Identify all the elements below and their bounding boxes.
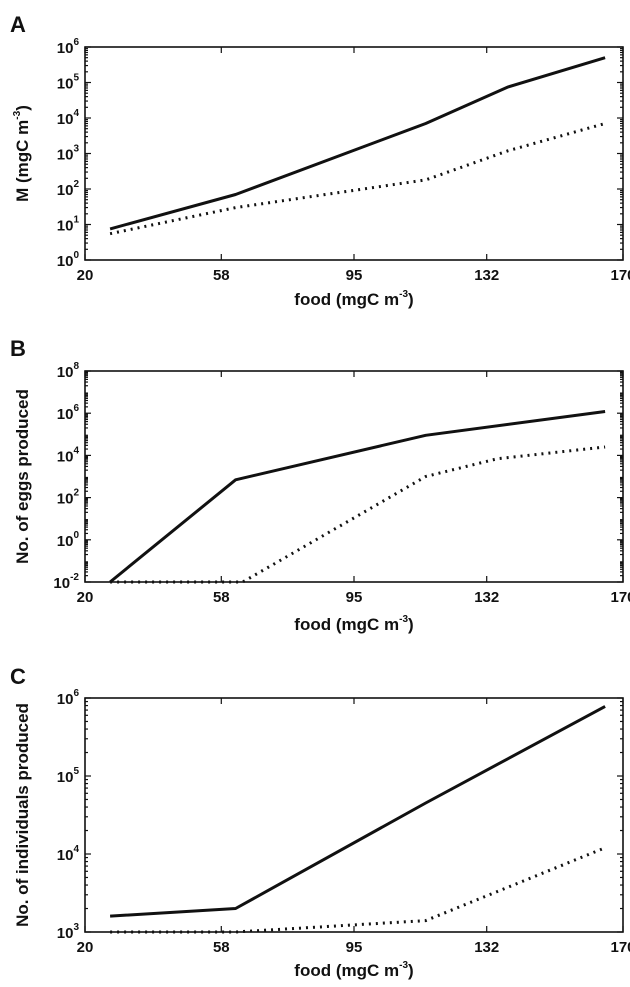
- x-tick-label: 58: [213, 939, 230, 956]
- x-axis-label: food (mgC m-3): [294, 289, 413, 309]
- x-tick-label: 20: [77, 589, 94, 606]
- x-axis-label: food (mgC m-3): [294, 614, 413, 634]
- y-tick-label: 105: [57, 766, 80, 786]
- y-axis-label: M (mgC m-3): [12, 105, 32, 202]
- x-tick-label: 132: [474, 589, 499, 606]
- y-tick-label: 102: [57, 488, 80, 508]
- y-tick-label: 108: [57, 361, 80, 381]
- y-tick-label: 103: [57, 144, 80, 164]
- panel-letter: A: [10, 12, 26, 37]
- x-tick-label: 170: [610, 939, 630, 956]
- y-tick-label: 106: [57, 403, 80, 423]
- y-axis-label: No. of individuals produced: [13, 703, 32, 927]
- x-tick-label: 58: [213, 589, 230, 606]
- y-tick-label: 100: [57, 250, 80, 270]
- x-tick-label: 170: [610, 267, 630, 284]
- plot-frame: [84, 370, 624, 583]
- x-tick-label: 20: [77, 267, 94, 284]
- dotted-series-line: [110, 445, 606, 584]
- y-tick-label: 101: [57, 215, 80, 235]
- y-axis-label: No. of eggs produced: [13, 389, 32, 564]
- panel-letter: B: [10, 336, 26, 361]
- panel-b: B 20 58 95 132 170 10-2 100 102 104 106 108 food (mg…: [10, 336, 630, 634]
- plot-frame: [84, 697, 624, 933]
- x-tick-label: 95: [346, 939, 363, 956]
- plot-frame: [84, 46, 624, 261]
- y-tick-label: 106: [57, 688, 80, 708]
- x-axis-label: food (mgC m-3): [294, 960, 413, 980]
- x-tick-label: 58: [213, 267, 230, 284]
- y-tick-label: 106: [57, 37, 80, 57]
- y-tick-label: 10-2: [53, 572, 79, 592]
- solid-series-line: [109, 56, 606, 231]
- y-tick-label: 105: [57, 73, 80, 93]
- panel-a: A 20 58 95 132 170 100 101 102 103 104 105 106 food (…: [10, 12, 630, 309]
- y-tick-label: 104: [57, 445, 80, 465]
- y-tick-label: 104: [57, 108, 80, 128]
- x-tick-label: 170: [610, 589, 630, 606]
- solid-series-line: [109, 410, 606, 584]
- dotted-series-line: [109, 122, 606, 236]
- x-tick-label: 132: [474, 939, 499, 956]
- y-tick-label: 104: [57, 844, 80, 864]
- solid-series-line: [110, 705, 606, 918]
- x-tick-label: 20: [77, 939, 94, 956]
- x-tick-label: 95: [346, 267, 363, 284]
- panel-letter: C: [10, 664, 26, 689]
- x-tick-label: 95: [346, 589, 363, 606]
- y-tick-label: 100: [57, 530, 80, 550]
- y-tick-label: 102: [57, 179, 80, 199]
- y-tick-label: 103: [57, 922, 80, 942]
- panel-c: C 20 58 95 132 170 103 104 105 106 food (mgC m-3) N…: [10, 664, 630, 980]
- x-tick-label: 132: [474, 267, 499, 284]
- dotted-series-line: [110, 846, 606, 934]
